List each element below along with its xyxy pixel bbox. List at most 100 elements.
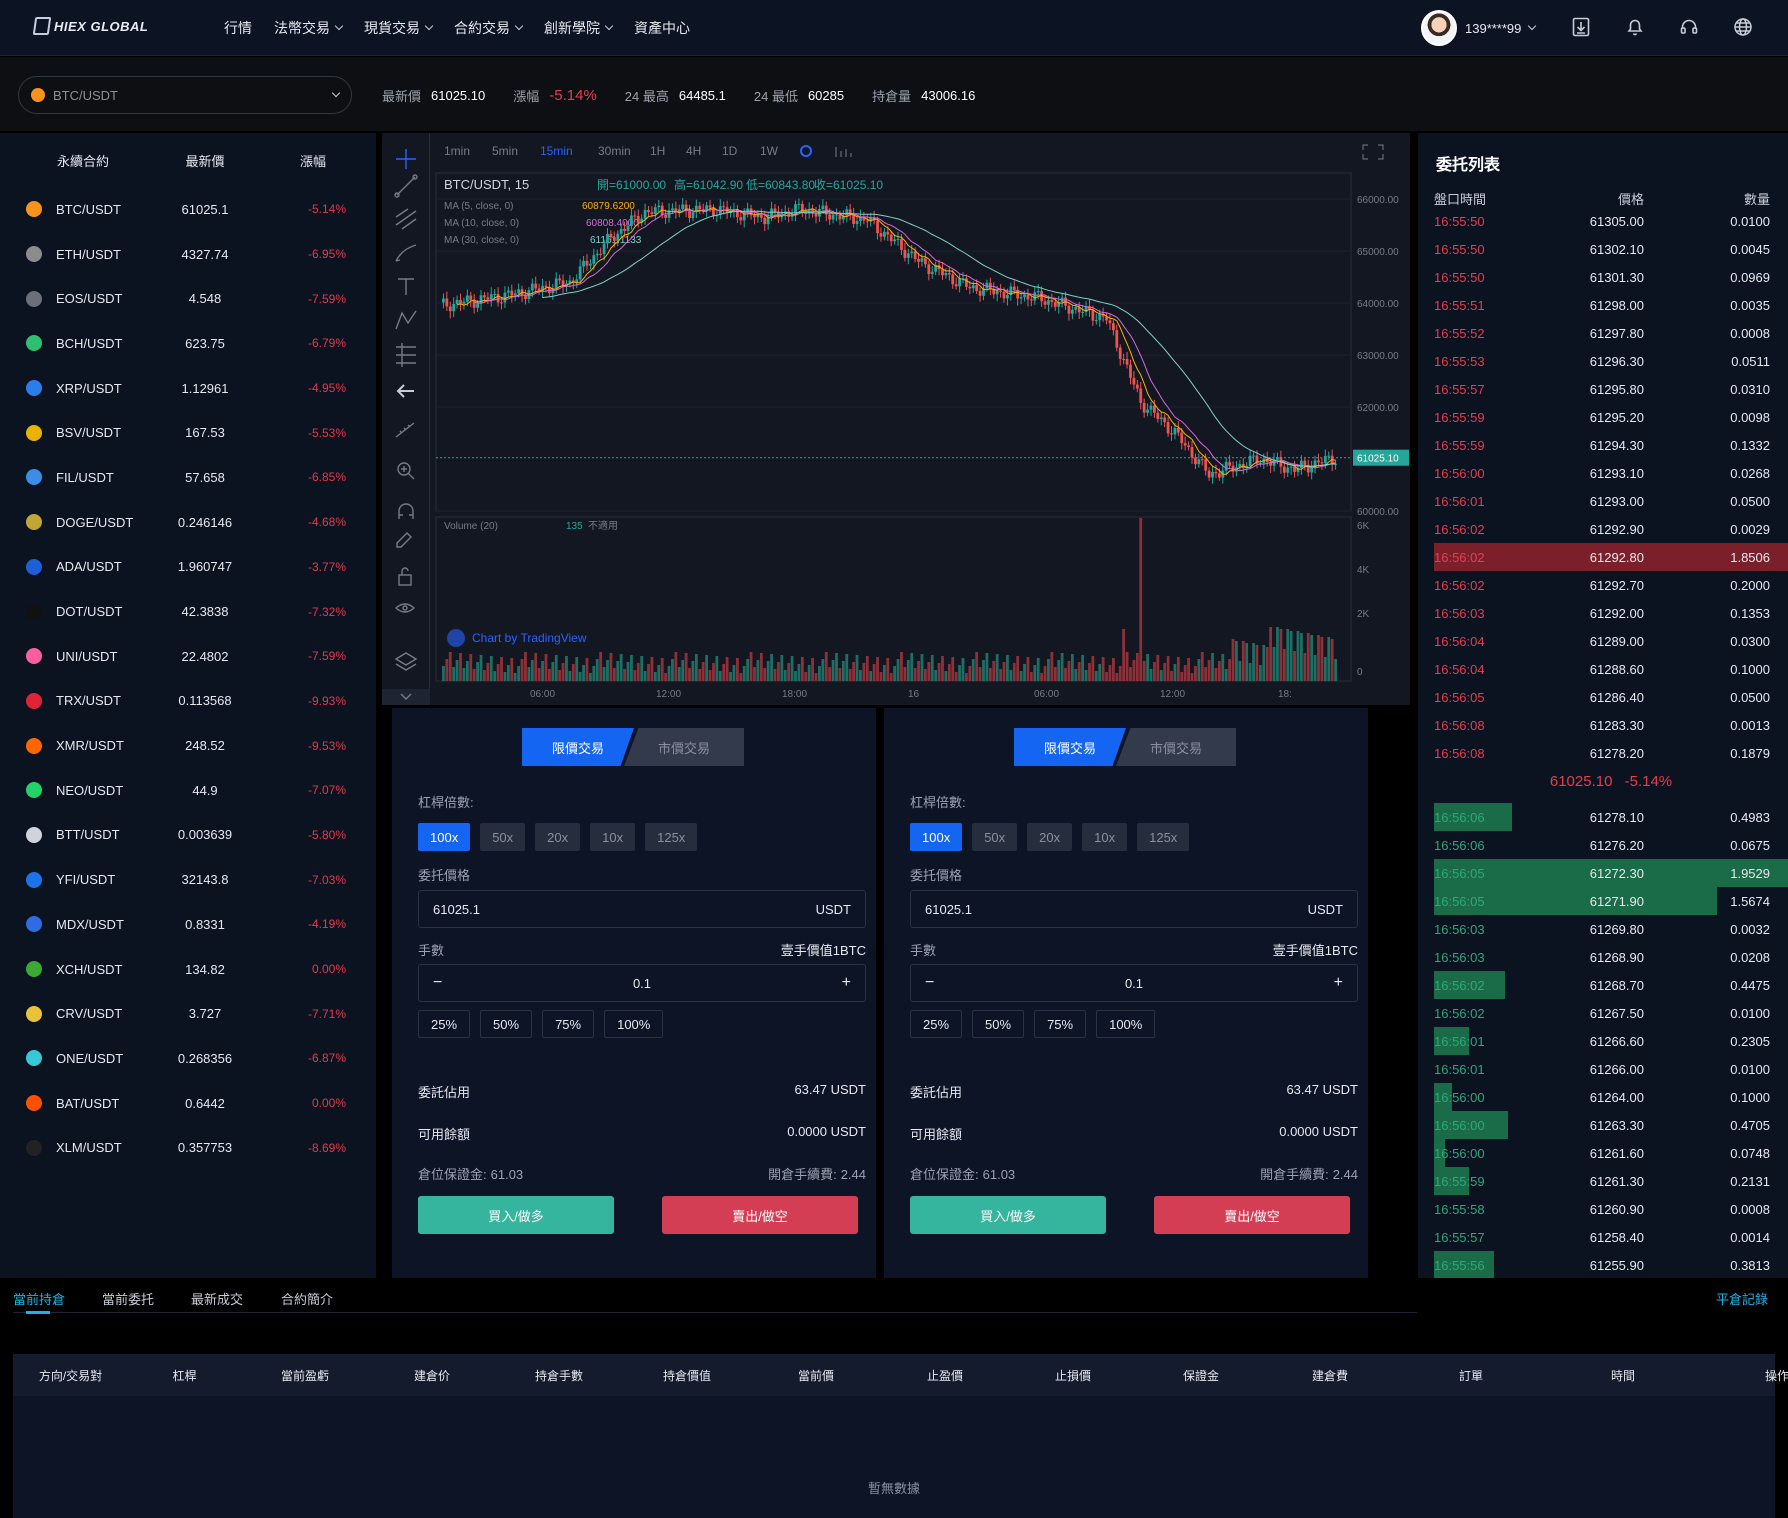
brush-icon[interactable]: [395, 244, 417, 262]
percent-option[interactable]: 75%: [542, 1010, 595, 1038]
leverage-option[interactable]: 125x: [1137, 823, 1190, 851]
bid-row[interactable]: 16:56:02 61267.50 0.0100: [1434, 999, 1788, 1027]
leverage-option[interactable]: 20x: [535, 823, 581, 851]
qty-stepper[interactable]: − 0.1 +: [910, 964, 1358, 1002]
bid-row[interactable]: 16:55:57 61258.40 0.0014: [1434, 1223, 1788, 1251]
globe-icon[interactable]: [1730, 14, 1756, 40]
layers-icon[interactable]: [394, 652, 418, 671]
leverage-option[interactable]: 125x: [645, 823, 698, 851]
nav-item-4[interactable]: 創新學院: [544, 18, 614, 38]
ask-row[interactable]: 16:56:02 61292.90 0.0029: [1434, 515, 1788, 543]
market-row[interactable]: XRP/USDT 1.12961 -4.95%: [0, 366, 376, 411]
market-row[interactable]: BTC/USDT 61025.1 -5.14%: [0, 187, 376, 232]
market-row[interactable]: DOT/USDT 42.3838 -7.32%: [0, 589, 376, 634]
market-row[interactable]: NEO/USDT 44.9 -7.07%: [0, 768, 376, 813]
market-row[interactable]: UNI/USDT 22.4802 -7.59%: [0, 634, 376, 679]
avatar[interactable]: [1421, 10, 1457, 46]
collapse-toolbar-button[interactable]: [382, 689, 430, 705]
bid-row[interactable]: 16:56:06 61276.20 0.0675: [1434, 831, 1788, 859]
market-row[interactable]: FIL/USDT 57.658 -6.85%: [0, 455, 376, 500]
text-icon[interactable]: [398, 278, 414, 295]
market-row[interactable]: ADA/USDT 1.960747 -3.77%: [0, 545, 376, 590]
market-row[interactable]: MDX/USDT 0.8331 -4.19%: [0, 902, 376, 947]
lock-pen-icon[interactable]: [396, 532, 412, 548]
tab-market[interactable]: 市價交易: [1116, 728, 1236, 766]
ask-row[interactable]: 16:55:59 61294.30 0.1332: [1434, 431, 1788, 459]
bid-row[interactable]: 16:56:06 61278.10 0.4983: [1434, 803, 1788, 831]
buy-long-button[interactable]: 買入/做多: [910, 1196, 1106, 1234]
ask-row[interactable]: 16:55:50 61302.10 0.0045: [1434, 235, 1788, 263]
chevron-down-icon[interactable]: [1528, 21, 1537, 31]
leverage-option[interactable]: 10x: [1082, 823, 1128, 851]
bid-row[interactable]: 16:55:59 61261.30 0.2131: [1434, 1167, 1788, 1195]
ask-row[interactable]: 16:56:04 61289.00 0.0300: [1434, 627, 1788, 655]
plus-button[interactable]: +: [1333, 974, 1343, 991]
logo[interactable]: HIEX GLOBAL: [32, 14, 148, 38]
percent-option[interactable]: 50%: [972, 1010, 1025, 1038]
percent-option[interactable]: 25%: [910, 1010, 963, 1038]
market-row[interactable]: DOGE/USDT 0.246146 -4.68%: [0, 500, 376, 545]
minus-button[interactable]: −: [925, 974, 935, 991]
user-menu[interactable]: 139****99: [1421, 10, 1537, 46]
percent-option[interactable]: 75%: [1034, 1010, 1087, 1038]
market-row[interactable]: XMR/USDT 248.52 -9.53%: [0, 723, 376, 768]
timeframe-1min[interactable]: 1min: [444, 144, 470, 158]
nav-item-0[interactable]: 行情: [224, 18, 252, 38]
price-input[interactable]: 61025.1 USDT: [910, 890, 1358, 928]
tradingview-watermark[interactable]: Chart by TradingView: [472, 631, 587, 645]
fullscreen-icon[interactable]: [1362, 144, 1384, 160]
prediction-icon[interactable]: [396, 343, 416, 367]
timeframe-1W[interactable]: 1W: [760, 144, 779, 158]
back-arrow-icon[interactable]: [396, 384, 414, 398]
crosshair-icon[interactable]: [396, 149, 416, 169]
percent-option[interactable]: 25%: [418, 1010, 471, 1038]
download-icon[interactable]: [1568, 14, 1594, 40]
market-row[interactable]: XLM/USDT 0.357753 -8.69%: [0, 1125, 376, 1170]
nav-item-5[interactable]: 資產中心: [634, 18, 690, 38]
bid-row[interactable]: 16:56:00 61264.00 0.1000: [1434, 1083, 1788, 1111]
ask-row[interactable]: 16:56:00 61293.10 0.0268: [1434, 459, 1788, 487]
ask-row[interactable]: 16:56:03 61292.00 0.1353: [1434, 599, 1788, 627]
market-row[interactable]: ETH/USDT 4327.74 -6.95%: [0, 232, 376, 277]
ask-row[interactable]: 16:56:02 61292.80 1.8506: [1434, 543, 1788, 571]
percent-option[interactable]: 50%: [480, 1010, 533, 1038]
bid-row[interactable]: 16:56:01 61266.60 0.2305: [1434, 1027, 1788, 1055]
leverage-option[interactable]: 50x: [480, 823, 526, 851]
bid-row[interactable]: 16:56:03 61269.80 0.0032: [1434, 915, 1788, 943]
sell-short-button[interactable]: 賣出/做空: [662, 1196, 858, 1234]
bid-row[interactable]: 16:56:05 61272.30 1.9529: [1434, 859, 1788, 887]
qty-stepper[interactable]: − 0.1 +: [418, 964, 866, 1002]
chevron-down-icon[interactable]: [400, 693, 412, 700]
positions-tab-3[interactable]: 合約簡介: [281, 1292, 334, 1307]
bid-row[interactable]: 16:56:00 61261.60 0.0748: [1434, 1139, 1788, 1167]
timeframe-30min[interactable]: 30min: [598, 144, 631, 158]
ask-row[interactable]: 16:55:50 61305.00 0.0100: [1434, 207, 1788, 235]
fib-icon[interactable]: [395, 208, 417, 230]
candlestick-chart[interactable]: 1min 5min 15min 30min 1H 4H 1D 1W 66000.00 65000.…: [382, 133, 1410, 705]
ask-row[interactable]: 16:55:59 61295.20 0.0098: [1434, 403, 1788, 431]
nav-item-3[interactable]: 合約交易: [454, 18, 524, 38]
percent-option[interactable]: 100%: [604, 1010, 664, 1038]
sell-short-button[interactable]: 賣出/做空: [1154, 1196, 1350, 1234]
percent-option[interactable]: 100%: [1096, 1010, 1156, 1038]
pair-selector[interactable]: BTC/USDT: [18, 76, 352, 114]
tab-limit[interactable]: 限價交易: [522, 728, 634, 766]
trendline-icon[interactable]: [394, 174, 418, 198]
market-row[interactable]: XCH/USDT 134.82 0.00%: [0, 947, 376, 992]
ask-row[interactable]: 16:56:04 61288.60 0.1000: [1434, 655, 1788, 683]
ruler-icon[interactable]: [395, 422, 415, 438]
ask-row[interactable]: 16:55:52 61297.80 0.0008: [1434, 319, 1788, 347]
leverage-option[interactable]: 50x: [972, 823, 1018, 851]
ask-row[interactable]: 16:55:51 61298.00 0.0035: [1434, 291, 1788, 319]
ask-row[interactable]: 16:55:57 61295.80 0.0310: [1434, 375, 1788, 403]
ask-row[interactable]: 16:56:08 61278.20 0.1879: [1434, 739, 1788, 767]
price-input[interactable]: 61025.1 USDT: [418, 890, 866, 928]
market-row[interactable]: BCH/USDT 623.75 -6.79%: [0, 321, 376, 366]
market-row[interactable]: TRX/USDT 0.113568 -9.93%: [0, 679, 376, 724]
market-row[interactable]: ONE/USDT 0.268356 -6.87%: [0, 1036, 376, 1081]
market-row[interactable]: EOS/USDT 4.548 -7.59%: [0, 276, 376, 321]
eye-icon[interactable]: [394, 603, 416, 613]
nav-item-2[interactable]: 現貨交易: [364, 18, 434, 38]
timeframe-5min[interactable]: 5min: [492, 144, 518, 158]
bid-row[interactable]: 16:55:58 61260.90 0.0008: [1434, 1195, 1788, 1223]
